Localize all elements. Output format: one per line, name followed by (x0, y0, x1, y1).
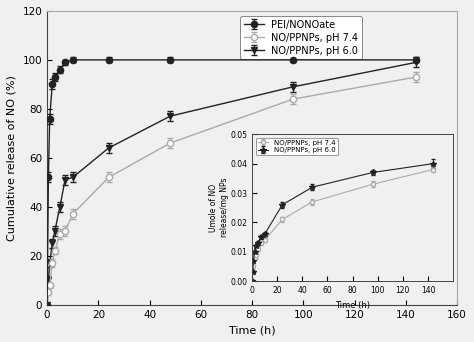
X-axis label: Time (h): Time (h) (229, 325, 275, 335)
Legend: PEI/NONOate, NO/PPNPs, pH 7.4, NO/PPNPs, pH 6.0: PEI/NONOate, NO/PPNPs, pH 7.4, NO/PPNPs,… (240, 16, 362, 60)
Y-axis label: Cumulative release of NO (%): Cumulative release of NO (%) (7, 75, 17, 241)
